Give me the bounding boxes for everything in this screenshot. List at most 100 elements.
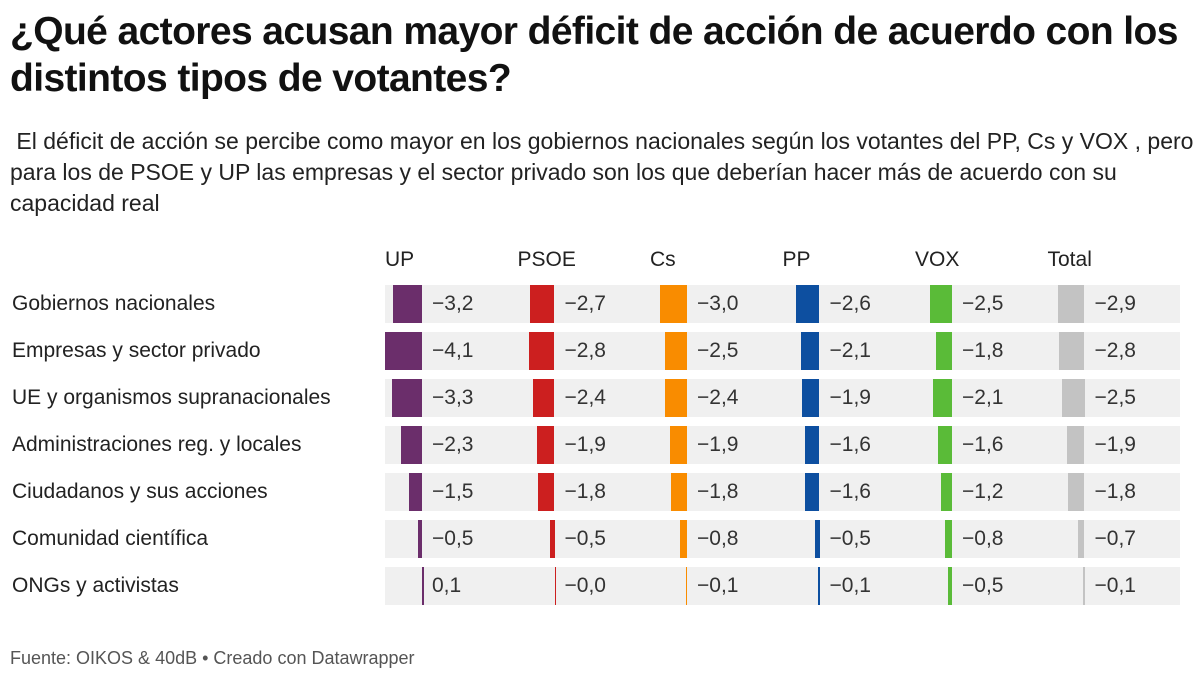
value-label-cs: −3,0: [697, 292, 739, 315]
value-label-total: −2,5: [1094, 386, 1136, 409]
value-label-vox: −1,8: [962, 339, 1004, 362]
bar-vox: [929, 285, 952, 323]
bar-vox: [935, 332, 952, 370]
value-label-vox: −2,1: [962, 386, 1004, 409]
value-label-total: −2,8: [1094, 339, 1136, 362]
value-label-total: −1,9: [1094, 433, 1136, 456]
column-header-total: Total: [1047, 248, 1092, 271]
bar-vox: [937, 426, 952, 464]
value-label-up: −1,5: [432, 480, 474, 503]
bar-total: [1067, 426, 1085, 464]
value-label-total: −0,1: [1094, 574, 1136, 597]
bar-pp: [818, 567, 820, 605]
value-label-psoe: −2,7: [564, 292, 606, 315]
table-row-background: [385, 379, 1180, 417]
bar-psoe: [538, 473, 555, 511]
value-label-vox: −2,5: [962, 292, 1004, 315]
column-header-psoe: PSOE: [517, 248, 576, 271]
value-label-cs: −0,8: [697, 527, 739, 550]
bar-vox: [933, 379, 952, 417]
value-label-total: −2,9: [1094, 292, 1136, 315]
bar-total: [1068, 473, 1085, 511]
row-label: Administraciones reg. y locales: [12, 433, 302, 456]
bar-up: [385, 332, 422, 370]
column-header-up: UP: [385, 248, 415, 271]
value-label-psoe: −2,8: [564, 339, 606, 362]
chart-title: ¿Qué actores acusan mayor déficit de acc…: [10, 10, 1178, 100]
value-label-vox: −0,8: [962, 527, 1004, 550]
column-header-cs: Cs: [650, 248, 676, 271]
value-label-pp: −0,5: [829, 527, 871, 550]
bar-psoe: [532, 379, 555, 417]
value-label-pp: −2,1: [829, 339, 871, 362]
bar-total: [1059, 332, 1085, 370]
value-label-cs: −2,4: [697, 386, 739, 409]
bar-total: [1062, 379, 1085, 417]
value-label-cs: −1,8: [697, 480, 739, 503]
table-row-background: [385, 473, 1180, 511]
bar-psoe: [554, 567, 556, 605]
bar-pp: [800, 332, 820, 370]
bar-vox: [947, 567, 952, 605]
bar-psoe: [529, 332, 555, 370]
table-row-background: [385, 567, 1180, 605]
value-label-psoe: −0,0: [564, 574, 606, 597]
chart-subtitle: El déficit de acción se percibe como may…: [10, 128, 1200, 216]
bar-up: [401, 426, 422, 464]
bar-pp: [802, 379, 820, 417]
table-row-background: [385, 426, 1180, 464]
value-label-vox: −1,2: [962, 480, 1004, 503]
value-label-pp: −0,1: [829, 574, 871, 597]
bar-pp: [796, 285, 820, 323]
table-row-background: [385, 285, 1180, 323]
bar-cs: [679, 520, 687, 558]
table-row-background: [385, 332, 1180, 370]
value-label-psoe: −1,8: [564, 480, 606, 503]
table-row-background: [385, 520, 1180, 558]
bar-total: [1083, 567, 1085, 605]
bar-psoe: [550, 520, 555, 558]
bar-psoe: [537, 426, 555, 464]
value-label-up: −4,1: [432, 339, 474, 362]
bar-up: [393, 285, 422, 323]
value-label-psoe: −2,4: [564, 386, 606, 409]
value-label-pp: −1,6: [829, 480, 871, 503]
value-label-up: −3,3: [432, 386, 474, 409]
chart-area: UP PSOE Cs PP VOX Total Gobiernos nacionales −3…: [0, 244, 1200, 624]
row-label: Comunidad científica: [12, 527, 209, 550]
value-label-up: 0,1: [432, 574, 462, 597]
bar-up: [408, 473, 422, 511]
bar-pp: [805, 426, 820, 464]
column-header-pp: PP: [782, 248, 811, 271]
bar-cs: [685, 567, 687, 605]
value-label-vox: −1,6: [962, 433, 1004, 456]
column-header-vox: VOX: [915, 248, 960, 271]
bar-cs: [670, 473, 687, 511]
value-label-cs: −2,5: [697, 339, 739, 362]
bar-vox: [941, 473, 952, 511]
bar-cs: [660, 285, 687, 323]
bar-up: [392, 379, 422, 417]
value-label-cs: −1,9: [697, 433, 739, 456]
bar-cs: [665, 379, 687, 417]
value-label-up: −2,3: [432, 433, 474, 456]
value-label-cs: −0,1: [697, 574, 739, 597]
bar-pp: [805, 473, 820, 511]
bar-up: [417, 520, 422, 558]
source-footer: Fuente: OIKOS & 40dB • Creado con Datawr…: [10, 648, 415, 668]
bar-cs: [664, 332, 687, 370]
row-label: Gobiernos nacionales: [12, 292, 216, 315]
value-label-psoe: −1,9: [564, 433, 606, 456]
value-label-psoe: −0,5: [564, 527, 606, 550]
bar-pp: [815, 520, 820, 558]
row-label: Ciudadanos y sus acciones: [12, 480, 268, 503]
value-label-up: −0,5: [432, 527, 474, 550]
row-label: ONGs y activistas: [12, 574, 179, 597]
row-label: Empresas y sector privado: [12, 339, 261, 362]
bar-total: [1058, 285, 1085, 323]
value-label-pp: −1,9: [829, 386, 871, 409]
value-label-pp: −2,6: [829, 292, 871, 315]
bar-cs: [669, 426, 687, 464]
value-label-up: −3,2: [432, 292, 474, 315]
value-label-pp: −1,6: [829, 433, 871, 456]
